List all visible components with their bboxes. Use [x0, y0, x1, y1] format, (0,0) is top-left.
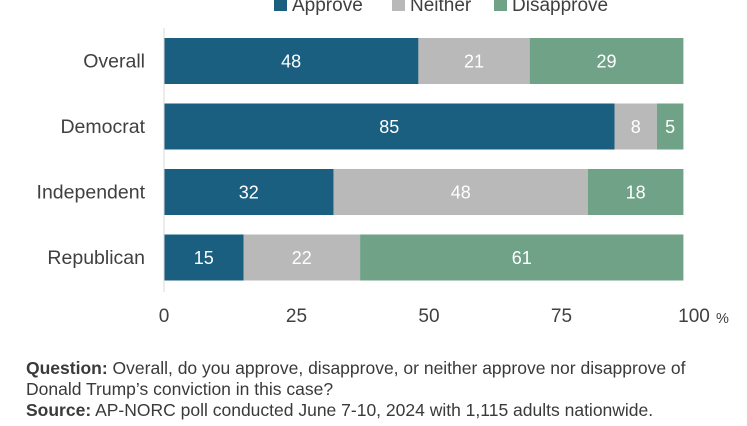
- x-tick-label-100: 100: [678, 306, 710, 327]
- data-label-independent-approve: 32: [239, 183, 259, 203]
- data-label-overall-disapprove: 29: [597, 52, 617, 72]
- bar-overall-approve: [164, 38, 419, 84]
- bar-republican-disapprove: [360, 234, 684, 281]
- x-tick-label-25: 25: [286, 306, 307, 327]
- data-label-democrat-disapprove: 5: [665, 117, 675, 137]
- legend-swatch-neither: [392, 0, 405, 11]
- source-label: Source:: [26, 400, 92, 420]
- source-note: Source: AP-NORC poll conducted June 7-10…: [26, 400, 741, 421]
- data-label-republican-approve: 15: [194, 248, 214, 268]
- legend-label-neither: Neither: [410, 0, 472, 16]
- bar-democrat-disapprove: [656, 103, 684, 150]
- bar-republican-neither: [243, 234, 361, 281]
- category-label-democrat: Democrat: [60, 116, 145, 138]
- data-label-overall-neither: 21: [464, 52, 484, 72]
- x-tick-label-0: 0: [159, 306, 170, 327]
- category-label-independent: Independent: [37, 182, 146, 204]
- data-label-democrat-approve: 85: [379, 117, 399, 137]
- x-axis-unit: %: [716, 311, 729, 327]
- bar-overall-neither: [418, 38, 530, 84]
- data-label-republican-neither: 22: [292, 248, 312, 268]
- chart-legend: Approve Neither Disapprove: [274, 0, 608, 16]
- data-label-republican-disapprove: 61: [512, 248, 532, 268]
- bar-democrat-approve: [164, 103, 615, 150]
- category-label-republican: Republican: [47, 247, 145, 269]
- source-text: AP-NORC poll conducted June 7-10, 2024 w…: [95, 400, 654, 420]
- data-label-independent-neither: 48: [451, 183, 471, 203]
- y-axis-labels: Overall Democrat Independent Republican: [37, 51, 146, 270]
- x-tick-label-75: 75: [551, 306, 572, 327]
- question-text: Overall, do you approve, disapprove, or …: [26, 358, 686, 399]
- legend-label-approve: Approve: [292, 0, 363, 16]
- x-axis: 0 25 50 75 100%: [159, 28, 729, 327]
- x-tick-label-50: 50: [418, 306, 439, 327]
- bar-independent-neither: [333, 169, 588, 215]
- bar-independent-disapprove: [588, 169, 684, 215]
- bar-democrat-neither: [614, 103, 657, 150]
- legend-label-disapprove: Disapprove: [512, 0, 608, 16]
- data-label-independent-disapprove: 18: [626, 183, 646, 203]
- data-label-democrat-neither: 8: [631, 117, 641, 137]
- bar-republican-approve: [164, 234, 244, 281]
- bar-overall-disapprove: [529, 38, 684, 84]
- bar-independent-approve: [164, 169, 334, 215]
- legend-swatch-approve: [274, 0, 287, 11]
- data-label-overall-approve: 48: [281, 52, 301, 72]
- legend-swatch-disapprove: [494, 0, 507, 11]
- question-note: Question: Overall, do you approve, disap…: [26, 358, 741, 400]
- question-label: Question:: [26, 358, 108, 378]
- chart-notes: Question: Overall, do you approve, disap…: [26, 358, 741, 421]
- category-label-overall: Overall: [83, 51, 145, 73]
